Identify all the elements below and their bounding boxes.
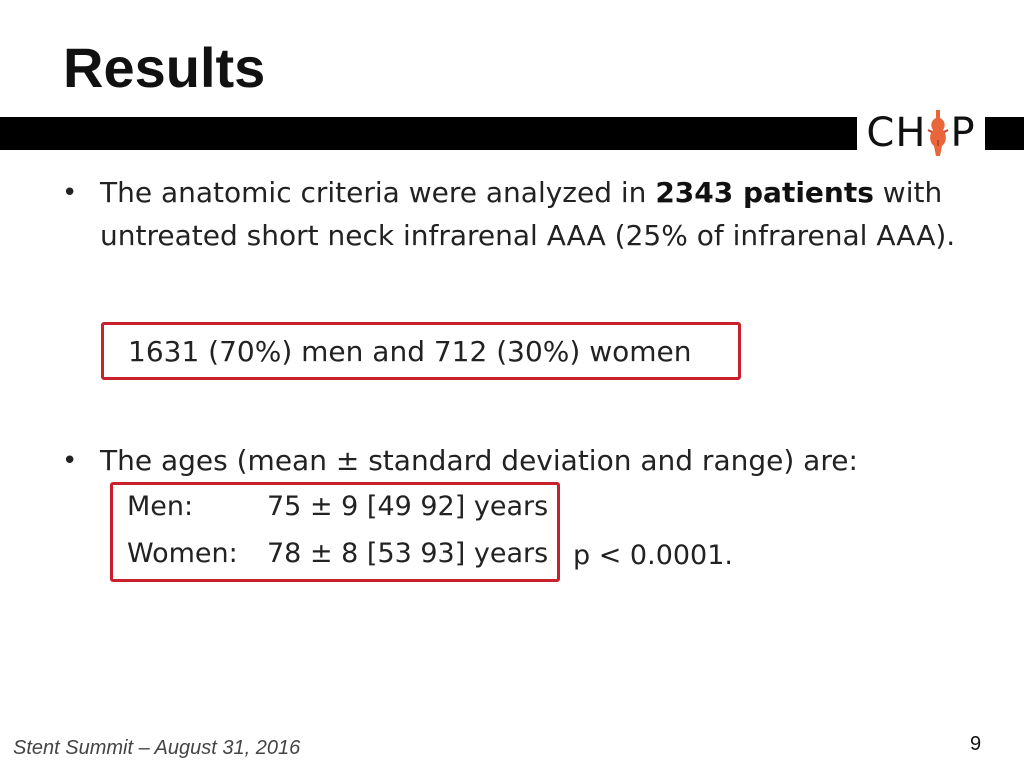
ages-row-men: Men: 75 ± 9 [49 92] years [127, 491, 548, 522]
p-value: p < 0.0001. [573, 540, 733, 571]
slide-title: Results [63, 36, 266, 99]
bullet-text-analysis: The anatomic criteria were analyzed in 2… [100, 171, 960, 257]
logo-prefix: CH [866, 110, 927, 156]
bullet-text-part: The anatomic criteria were analyzed in [100, 176, 656, 209]
bullet-marker: • [62, 446, 78, 476]
header-divider-bar [0, 117, 1024, 150]
patients-count: 2343 patients [655, 176, 874, 209]
gender-summary-text: 1631 (70%) men and 712 (30%) women [128, 335, 692, 368]
bullet-text-ages: The ages (mean ± standard deviation and … [100, 444, 858, 477]
ages-value: 75 ± 9 [49 92] years [267, 491, 549, 522]
page-number: 9 [970, 733, 982, 755]
bullet-text-part: with untreated short neck infrarenal AAA… [100, 176, 956, 252]
ages-row-women: Women: 78 ± 8 [53 93] years [127, 538, 548, 569]
chip-logo: CH P [857, 107, 985, 159]
bullet-marker: • [62, 178, 78, 208]
aorta-icon [927, 110, 949, 156]
ages-label: Women: [127, 538, 238, 569]
logo-suffix: P [950, 110, 976, 156]
footer-text: Stent Summit – August 31, 2016 [13, 737, 301, 759]
gender-summary-box: 1631 (70%) men and 712 (30%) women [101, 322, 741, 380]
ages-box: Men: 75 ± 9 [49 92] years Women: 78 ± 8 [5… [110, 482, 560, 582]
ages-value: 78 ± 8 [53 93] years [267, 538, 549, 569]
ages-label: Men: [127, 491, 194, 522]
